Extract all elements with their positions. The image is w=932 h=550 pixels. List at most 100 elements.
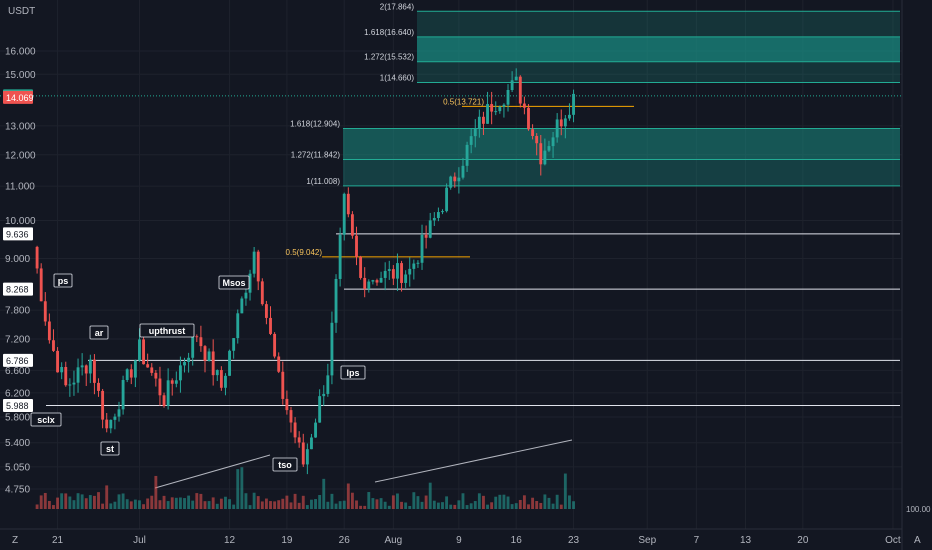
candle-body [338,234,342,279]
volume-bar [125,499,129,509]
wyckoff-annotations: ps ar upthrust Msos st sclx lps tso [30,273,366,472]
volume-bar [207,501,211,509]
annotation-box [272,457,298,472]
annotation-box [53,273,73,288]
candle-body [383,270,387,278]
candle-body [158,378,162,396]
candle-body [150,367,154,373]
volume-bar [572,501,575,509]
price-tag-text: 6.786 [6,356,29,366]
candle-body [154,372,158,379]
volume-bar [510,504,514,509]
volume-bar [129,501,133,509]
candle-body [572,93,575,115]
candle-body [346,193,350,215]
volume-bar [428,482,432,509]
candle-body [334,278,338,323]
volume-bar [273,501,277,509]
timezone-button[interactable]: Z [12,535,18,546]
candle-body [133,360,137,378]
candle-body [187,357,191,362]
volume-bar [219,498,223,509]
candle-body [559,119,563,127]
fib-zone-lower [343,159,900,186]
candle-body [72,382,76,385]
fib-zone-upper [417,61,900,83]
annotation-st: st [100,441,120,456]
annotation-text: tso [278,460,292,470]
candle-body [203,346,207,361]
y-tick-label: 6.600 [5,366,30,377]
candle-body [35,246,39,269]
candle-body [39,268,43,302]
volume-bar [482,495,485,509]
fib-mid-label: 0.5(13.721) [443,97,484,106]
volume-bar [359,505,363,509]
volume-bar [432,500,436,509]
volume-bar [199,493,203,509]
auto-scale-button[interactable]: A [914,535,921,546]
y-tick-label: 7.200 [5,334,30,345]
annotation-lps: lps [340,365,366,380]
volume-bar [498,494,502,509]
volume-bar [215,503,219,509]
fib-label: 2(17.864) [380,2,415,11]
volume-bar [391,495,395,509]
y-tick-label: 4.750 [5,485,30,496]
candle-body [191,336,195,358]
candle-body [355,235,358,258]
candle-body [404,274,408,283]
candle-body [535,135,539,144]
volume-bar [543,494,547,509]
volume-bar [461,493,465,509]
fib-zone-upper [417,11,900,37]
candle-body [281,371,285,399]
y-tick-label: 5.400 [5,438,30,449]
candle-body [219,370,223,388]
volume-bar [490,502,494,509]
y-tick-label: 12.000 [5,150,36,161]
candle-body [477,116,481,129]
candle-body [260,281,264,305]
annotation-text: lps [346,368,359,378]
candle-body [412,263,416,269]
candle-body [170,380,174,384]
volume-bar [379,498,383,509]
candle-body [322,393,326,397]
volume-bar [203,501,207,509]
fib-label: 1.272(15.532) [364,53,414,62]
volume-bar [277,500,281,509]
volume-bar [236,469,240,509]
candle-body [101,390,105,420]
volume-bar [293,493,297,509]
volume-bar [477,493,481,509]
candle-body [285,398,289,411]
volume-bar [363,505,367,509]
volume-bar [174,497,178,509]
candle-body [342,193,346,235]
volume-bar [371,498,375,509]
candle-body [473,128,477,137]
volume-bar [252,492,256,509]
candle-body [424,234,428,238]
annotation-box [218,275,250,290]
fib-label: 1.618(12.904) [290,120,340,129]
volume-bar [178,497,182,509]
candle-body [240,298,244,314]
volume-bar [314,499,317,509]
candle-body [47,321,51,341]
candle-body [506,89,510,105]
candle-body [88,359,92,374]
volume-bar [80,494,84,509]
candle-body [97,382,100,391]
volume-bar [88,495,92,509]
volume-bar [35,504,39,509]
candle-body [236,313,240,339]
candle-body [396,263,399,279]
annotation-box [100,441,120,456]
volume-bar [318,494,322,509]
volume-bar [330,493,334,509]
y-tick-label: 9.000 [5,254,30,265]
volume-bar [301,495,305,509]
